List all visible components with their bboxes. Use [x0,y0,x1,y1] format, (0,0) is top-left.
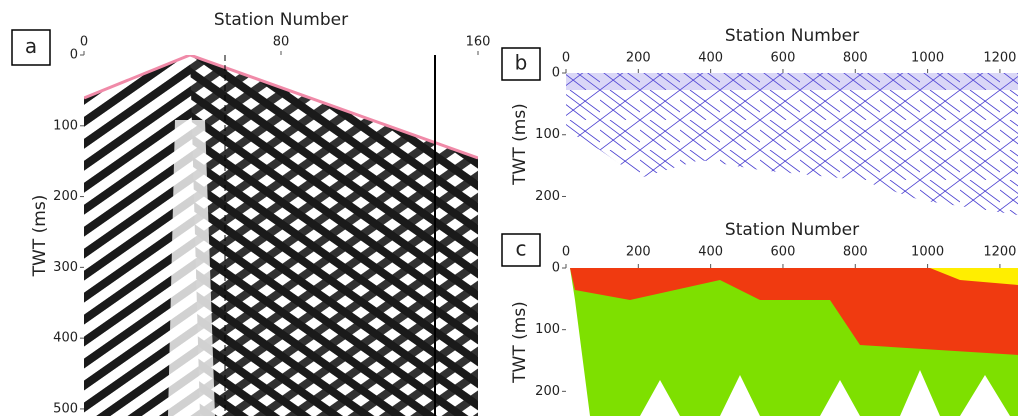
x-tick-label: 0 [562,245,570,260]
x-axis-title: Station Number [214,10,348,30]
x-tick-label: 80 [273,35,290,50]
y-axis-title: TWT (ms) [30,195,50,278]
y-tick-label: 0 [552,66,560,81]
y-tick-label: 100 [535,127,560,142]
x-tick-label: 1200 [983,245,1016,260]
y-tick-label: 400 [53,331,78,346]
y-tick-label: 100 [53,118,78,133]
x-tick-label: 160 [466,35,491,50]
y-axis-title: TWT (ms) [510,103,530,186]
x-axis-title: Station Number [725,26,859,46]
x-axis-title: Station Number [725,220,859,240]
x-tick-label: 400 [698,51,723,66]
y-tick-label: 100 [535,322,560,337]
x-tick-label: 1000 [911,51,944,66]
y-tick-label: 0 [70,48,78,63]
y-tick-label: 200 [535,189,560,204]
panel-label-box [11,29,51,66]
panel-label: c [516,237,527,261]
x-tick-label: 1200 [983,51,1016,66]
y-tick-label: 300 [53,260,78,275]
y-tick-label: 500 [53,401,78,416]
y-tick-label: 200 [53,189,78,204]
panel-label-box [501,233,541,267]
y-tick-label: 200 [535,384,560,399]
panel-label: a [25,34,37,58]
panel-label-box [501,47,541,81]
y-tick-label: 0 [552,261,560,276]
x-tick-label: 800 [843,51,868,66]
panel-c-image [570,268,1018,416]
x-tick-label: 200 [626,51,651,66]
x-tick-label: 0 [80,35,88,50]
x-tick-label: 400 [698,245,723,260]
x-tick-label: 200 [626,245,651,260]
x-tick-label: 1000 [911,245,944,260]
panel-a-image [84,55,478,416]
panel-label: b [515,51,528,75]
y-axis-title: TWT (ms) [510,301,530,384]
x-tick-label: 800 [843,245,868,260]
x-tick-label: 600 [771,51,796,66]
x-tick-label: 0 [562,51,570,66]
panel-b-image [566,73,1018,215]
x-tick-label: 600 [771,245,796,260]
